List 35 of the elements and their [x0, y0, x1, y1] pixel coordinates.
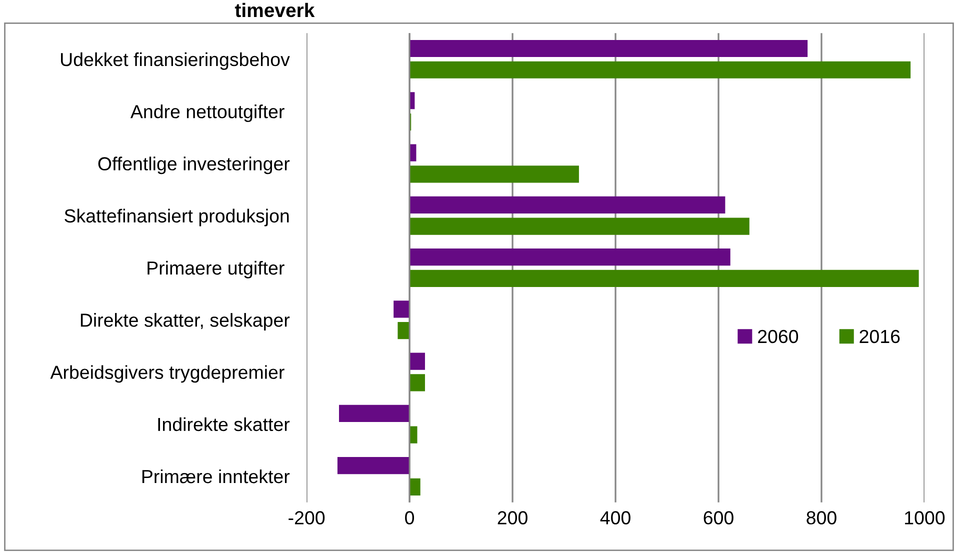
bar: [410, 270, 919, 287]
y-tick-label: Primaere utgifter: [148, 260, 284, 278]
legend-label: 2060: [758, 330, 798, 344]
bar: [410, 478, 420, 496]
bar: [394, 300, 410, 318]
bar: [410, 166, 579, 183]
y-tick-label: Indirekte skatter: [158, 417, 290, 432]
bar: [410, 144, 416, 162]
bar: [410, 218, 750, 235]
y-tick-label: Arbeidsgivers trygdepremier: [50, 365, 284, 383]
bar: [410, 426, 418, 444]
y-tick-label: Direkte skatter, selskaper: [80, 313, 290, 331]
legend-label: 2016: [860, 330, 900, 344]
bar: [410, 61, 911, 78]
y-tick-label: Udekket finansieringsbehov: [61, 52, 290, 70]
bar: [398, 322, 410, 340]
x-tick-label: -200: [288, 511, 325, 524]
x-tick-label: 400: [600, 511, 630, 524]
bar: [410, 196, 726, 214]
x-tick-label: 200: [498, 511, 528, 524]
y-tick-label: Andre nettoutgifter: [130, 104, 284, 122]
bar: [410, 248, 730, 266]
bar: [410, 374, 425, 392]
y-tick-label: Offentlige investeringer: [98, 156, 290, 174]
x-tick-label: 0: [405, 511, 414, 524]
bar: [410, 352, 425, 370]
y-tick-label: Skattefinansiert produksjon: [64, 208, 289, 226]
chart-title: timeverk: [234, 2, 315, 18]
bar: [339, 404, 410, 422]
x-tick-label: 1000: [905, 511, 945, 524]
y-tick-label: Primære inntekter: [142, 469, 290, 484]
bar: [337, 457, 410, 474]
x-tick-label: 600: [704, 511, 734, 524]
bar: [410, 40, 808, 58]
x-tick-label: 800: [806, 511, 836, 524]
